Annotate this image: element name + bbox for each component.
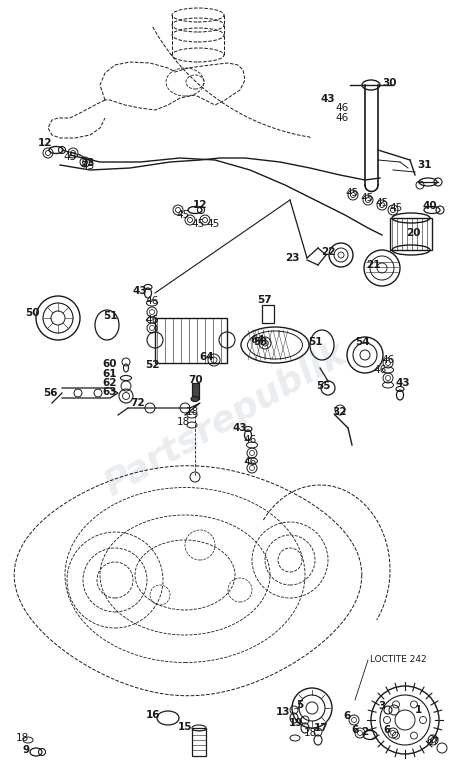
Text: 46: 46: [243, 435, 256, 445]
Text: 1: 1: [414, 705, 422, 715]
Text: 46: 46: [335, 103, 349, 113]
Text: 6: 6: [383, 725, 391, 735]
Text: 45: 45: [375, 198, 389, 208]
Text: 18: 18: [15, 733, 29, 743]
Text: 5: 5: [297, 700, 304, 710]
Text: 18: 18: [185, 407, 198, 417]
Text: 21: 21: [366, 260, 380, 270]
Text: LOCTITE 242: LOCTITE 242: [370, 655, 427, 664]
Text: 17: 17: [314, 723, 328, 733]
Text: Partsrepublik: Partsrepublik: [98, 337, 352, 503]
Bar: [192, 383, 199, 399]
Text: 43: 43: [233, 423, 248, 433]
Text: 45: 45: [389, 203, 403, 213]
Text: 23: 23: [285, 253, 299, 263]
Text: 9: 9: [22, 745, 30, 755]
Text: 45: 45: [191, 219, 205, 229]
Text: 19: 19: [289, 718, 303, 728]
Text: 13: 13: [276, 707, 290, 717]
Text: 45: 45: [207, 219, 220, 229]
Text: 45: 45: [63, 152, 76, 162]
Bar: [155, 318, 227, 363]
Text: 63: 63: [103, 387, 117, 397]
Text: 62: 62: [103, 378, 117, 388]
Text: 15: 15: [178, 722, 192, 732]
Text: 64: 64: [251, 335, 266, 345]
Bar: [192, 728, 206, 756]
Bar: [390, 218, 432, 250]
Text: 56: 56: [43, 388, 57, 398]
Text: 46: 46: [243, 457, 256, 467]
Text: 16: 16: [146, 710, 160, 720]
Text: 32: 32: [333, 407, 347, 417]
Text: 43: 43: [321, 94, 335, 104]
Text: 64: 64: [200, 352, 214, 362]
Bar: [262, 305, 274, 323]
Text: 12: 12: [38, 138, 52, 148]
Text: 43: 43: [396, 378, 410, 388]
Text: 45: 45: [81, 161, 94, 171]
Text: 70: 70: [189, 375, 203, 385]
Text: 45: 45: [360, 193, 374, 203]
Text: 3: 3: [378, 701, 386, 711]
Text: 22: 22: [321, 247, 335, 257]
Text: 46: 46: [374, 365, 387, 375]
Text: 46: 46: [382, 355, 395, 365]
Text: 52: 52: [145, 360, 159, 370]
Text: 45: 45: [176, 210, 189, 220]
Text: 45: 45: [346, 188, 359, 198]
Text: 61: 61: [103, 369, 117, 379]
Text: 50: 50: [25, 308, 39, 318]
Text: 18: 18: [176, 417, 189, 427]
Text: 54: 54: [355, 337, 369, 347]
Text: 20: 20: [406, 228, 420, 238]
Text: ø7: ø7: [427, 737, 440, 747]
Ellipse shape: [191, 397, 199, 401]
Text: 60: 60: [103, 359, 117, 369]
Text: 6: 6: [351, 725, 359, 735]
Text: 46: 46: [145, 296, 158, 306]
Text: 57: 57: [256, 295, 271, 305]
Text: 55: 55: [316, 381, 330, 391]
Text: 30: 30: [383, 78, 397, 88]
Text: 40: 40: [423, 201, 437, 211]
Text: 46: 46: [335, 113, 349, 123]
Text: 51: 51: [308, 337, 322, 347]
Text: 51: 51: [103, 311, 117, 321]
Text: 31: 31: [418, 160, 432, 170]
Text: 53: 53: [253, 337, 267, 347]
Text: 46: 46: [145, 315, 158, 325]
Text: 72: 72: [130, 398, 145, 408]
Text: 6: 6: [343, 711, 351, 721]
Text: 33: 33: [80, 158, 94, 168]
Text: 18: 18: [303, 728, 317, 738]
Text: 43: 43: [133, 286, 147, 296]
Text: 12: 12: [193, 200, 207, 210]
Text: 2: 2: [361, 727, 369, 737]
